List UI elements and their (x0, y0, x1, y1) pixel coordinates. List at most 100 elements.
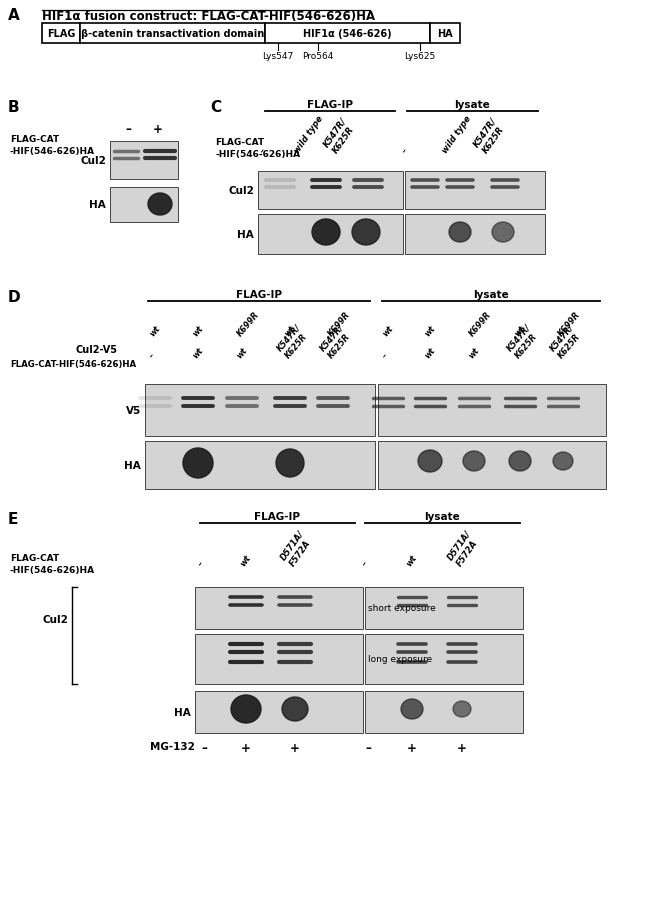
Ellipse shape (453, 701, 471, 717)
Text: wt: wt (239, 553, 253, 568)
Text: FLAG-IP: FLAG-IP (236, 290, 282, 300)
Text: Lys547: Lys547 (263, 52, 294, 61)
Text: K699R: K699R (235, 310, 261, 338)
Ellipse shape (231, 695, 261, 723)
Ellipse shape (492, 223, 514, 242)
Text: wt: wt (191, 345, 205, 360)
Text: HIF1α fusion construct: FLAG-CAT-HIF(546-626)HA: HIF1α fusion construct: FLAG-CAT-HIF(546… (42, 10, 375, 23)
Text: wild type: wild type (441, 114, 473, 155)
Text: FLAG: FLAG (47, 29, 75, 39)
Text: β-catenin transactivation domain: β-catenin transactivation domain (81, 29, 264, 39)
Bar (258, 172, 403, 210)
Text: K547R/
K625R: K547R/ K625R (322, 117, 358, 155)
Bar (265, 24, 430, 44)
Text: wild type: wild type (292, 114, 325, 155)
Ellipse shape (352, 220, 380, 246)
Text: lysate: lysate (424, 511, 460, 521)
Text: FLAG-CAT
-HIF(546-626)HA: FLAG-CAT -HIF(546-626)HA (10, 553, 95, 574)
Text: –: – (381, 351, 391, 360)
Text: HA: HA (437, 29, 453, 39)
Text: D571A/
F572A: D571A/ F572A (446, 528, 482, 568)
Text: +: + (241, 742, 251, 754)
Text: –: – (365, 742, 371, 754)
Bar (378, 384, 606, 436)
Bar (405, 172, 545, 210)
Text: K547R/
K625R: K547R/ K625R (275, 322, 311, 360)
Text: Cul2: Cul2 (228, 186, 254, 196)
Text: Lys625: Lys625 (404, 52, 436, 61)
Text: lysate: lysate (454, 100, 490, 110)
Text: E: E (8, 511, 18, 527)
Ellipse shape (509, 452, 531, 472)
Text: –: – (201, 742, 207, 754)
Ellipse shape (312, 220, 340, 246)
Text: Pro564: Pro564 (302, 52, 333, 61)
Text: short exposure: short exposure (368, 604, 436, 613)
Bar (195, 691, 363, 733)
Ellipse shape (401, 700, 423, 719)
Text: B: B (8, 100, 20, 115)
Text: +: + (153, 123, 163, 136)
Text: wt: wt (467, 345, 481, 360)
Bar (258, 215, 403, 255)
Text: wt: wt (423, 323, 437, 338)
Ellipse shape (553, 453, 573, 470)
Text: wt: wt (405, 553, 419, 568)
Text: FLAG-IP: FLAG-IP (254, 511, 300, 521)
Bar (365, 588, 523, 630)
Text: wt: wt (235, 345, 249, 360)
Text: FLAG-IP: FLAG-IP (307, 100, 353, 110)
Text: Cul2: Cul2 (80, 156, 106, 166)
Text: wt: wt (513, 323, 527, 338)
Text: –: – (148, 351, 157, 360)
Bar (365, 691, 523, 733)
Ellipse shape (282, 697, 308, 722)
Text: –: – (125, 123, 131, 136)
Ellipse shape (276, 449, 304, 477)
Bar (405, 215, 545, 255)
Bar (110, 142, 178, 179)
Ellipse shape (418, 451, 442, 473)
Text: HA: HA (89, 200, 106, 210)
Ellipse shape (449, 223, 471, 242)
Text: +: + (290, 742, 300, 754)
Text: HA: HA (237, 230, 254, 240)
Text: –: – (197, 558, 207, 568)
Text: K547R/
K625R: K547R/ K625R (505, 322, 541, 360)
Text: K547R/
K625R: K547R/ K625R (318, 322, 354, 360)
Text: K699R: K699R (326, 310, 352, 338)
Bar (430, 24, 460, 44)
Text: Cul2: Cul2 (42, 614, 68, 624)
Text: wt: wt (423, 345, 437, 360)
Bar (145, 442, 375, 489)
Text: HA: HA (124, 460, 141, 470)
Bar (42, 24, 80, 44)
Text: D571A/
F572A: D571A/ F572A (279, 528, 315, 568)
Bar (378, 442, 606, 489)
Text: –: – (361, 558, 370, 568)
Text: HA: HA (174, 707, 191, 717)
Text: K699R: K699R (556, 310, 582, 338)
Text: long exposure: long exposure (368, 655, 432, 664)
Text: FLAG-CAT-HIF(546-626)HA: FLAG-CAT-HIF(546-626)HA (10, 360, 136, 369)
Text: wt: wt (191, 323, 205, 338)
Text: D: D (8, 290, 21, 304)
Text: –: – (400, 146, 410, 155)
Ellipse shape (183, 448, 213, 478)
Bar (145, 384, 375, 436)
Text: lysate: lysate (473, 290, 509, 300)
Text: +: + (457, 742, 467, 754)
Bar (195, 588, 363, 630)
Bar (365, 634, 523, 684)
Text: V5: V5 (125, 405, 141, 415)
Text: K547R/
K625R: K547R/ K625R (548, 322, 584, 360)
Text: MG-132: MG-132 (150, 742, 195, 752)
Text: wt: wt (283, 323, 297, 338)
Text: K547R/
K625R: K547R/ K625R (472, 117, 507, 155)
Ellipse shape (463, 452, 485, 472)
Text: –: – (259, 146, 268, 155)
Text: wt: wt (381, 323, 395, 338)
Text: K699R: K699R (467, 310, 493, 338)
Text: HIF1α (546-626): HIF1α (546-626) (303, 29, 392, 39)
Text: FLAG-CAT
-HIF(546-626)HA: FLAG-CAT -HIF(546-626)HA (10, 135, 95, 156)
